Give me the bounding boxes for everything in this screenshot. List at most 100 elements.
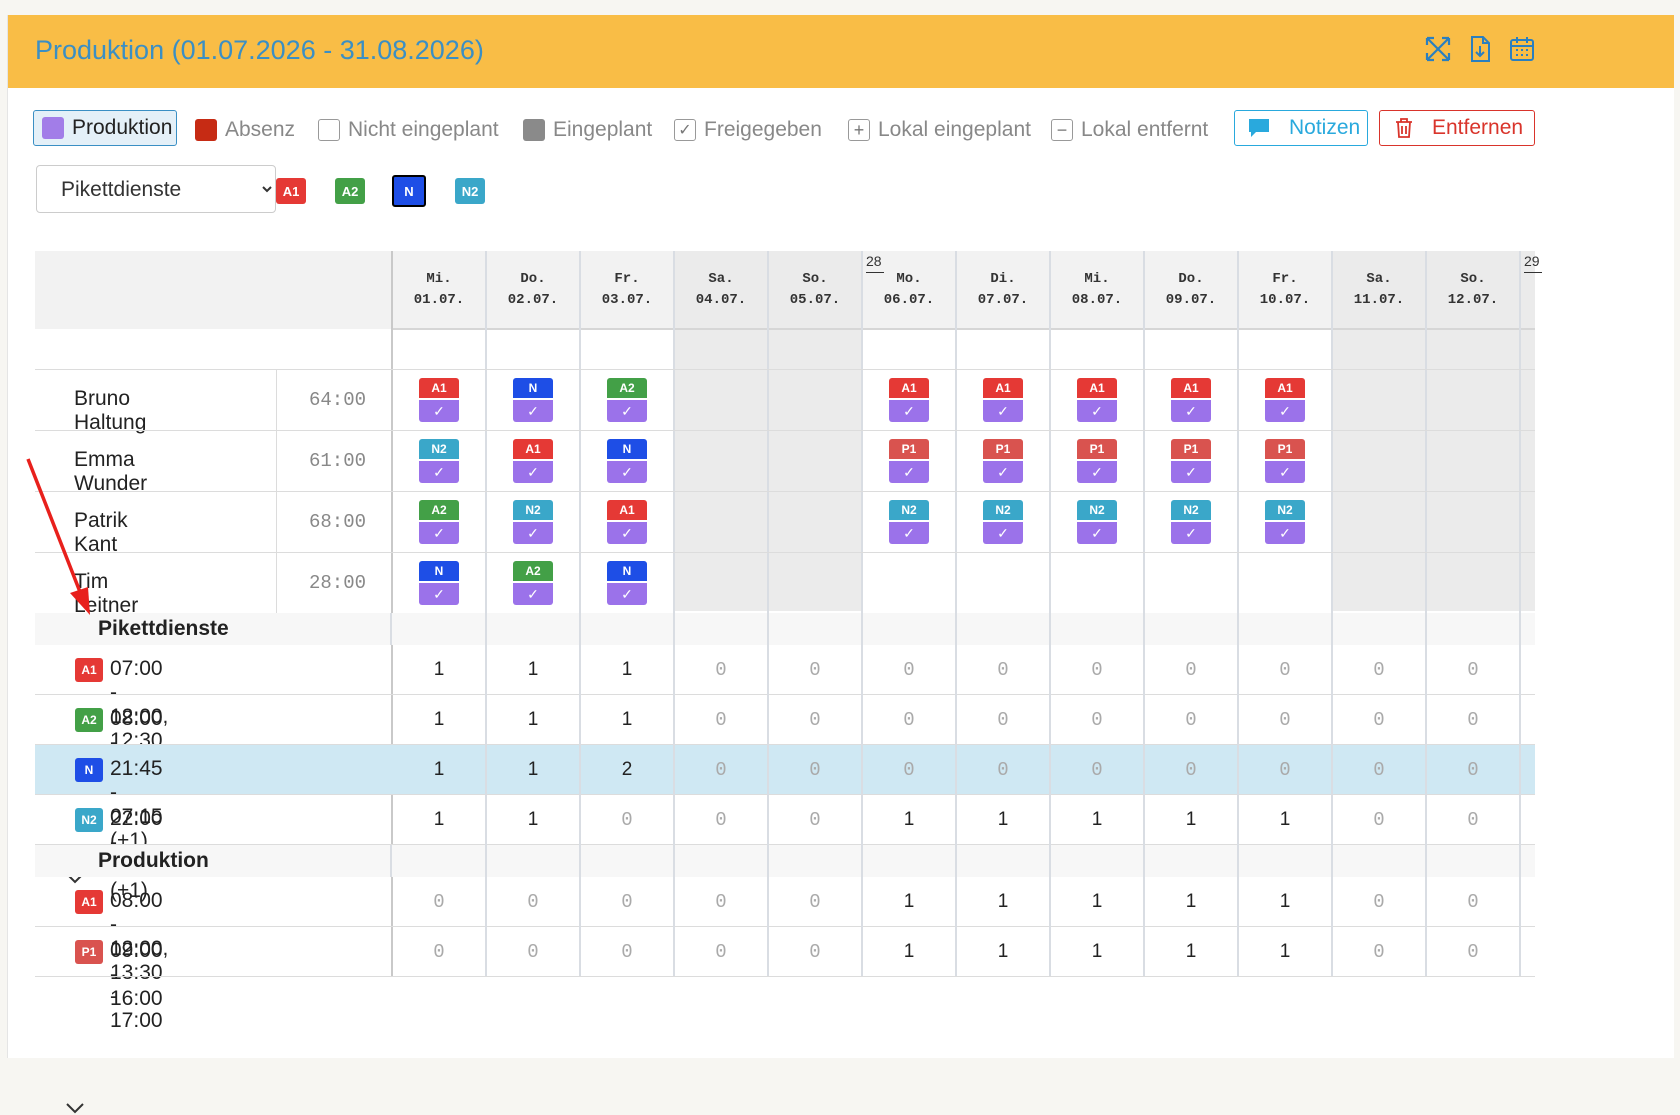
- shift-badge[interactable]: A2 ✓: [419, 500, 459, 544]
- shift-badge[interactable]: A1 ✓: [1077, 378, 1117, 422]
- shift-badge[interactable]: A2 ✓: [607, 378, 647, 422]
- shift-badge[interactable]: N ✓: [419, 561, 459, 605]
- chevron-down-icon[interactable]: [65, 1101, 85, 1115]
- count-cell: 0: [1373, 709, 1385, 731]
- shift-badge[interactable]: N2 ✓: [1077, 500, 1117, 544]
- name-divider: [276, 369, 277, 430]
- employee-name: Tim Leitner: [74, 570, 139, 617]
- shift-badge[interactable]: A1 ✓: [983, 378, 1023, 422]
- day-date: 12.07.: [1447, 292, 1499, 308]
- shift-tag: P1: [75, 940, 103, 964]
- notizen-button[interactable]: Notizen: [1234, 110, 1368, 146]
- entfernen-button[interactable]: Entfernen: [1379, 110, 1535, 146]
- shift-code: A1: [419, 378, 459, 398]
- row-divider: [35, 926, 1535, 927]
- day-subheader: [580, 329, 674, 369]
- shift-badge[interactable]: A1 ✓: [1265, 378, 1305, 422]
- day-header: Di. 07.07.: [956, 251, 1050, 329]
- day-of-week: Di.: [990, 271, 1016, 287]
- shift-group-select[interactable]: Pikettdienste: [36, 165, 276, 213]
- column-divider: [1049, 611, 1051, 976]
- day-subheader: [1238, 329, 1332, 369]
- day-subheader: [486, 329, 580, 369]
- count-cell: 0: [1467, 809, 1479, 831]
- count-cell: 0: [809, 759, 821, 781]
- check-icon: ✓: [983, 459, 1023, 483]
- count-cell: 0: [621, 941, 633, 963]
- count-cell: 1: [527, 709, 539, 730]
- legend-eingeplant[interactable]: Eingeplant: [523, 110, 652, 150]
- week-number: 28: [866, 253, 882, 269]
- shift-badge[interactable]: P1 ✓: [1265, 439, 1305, 483]
- day-date: 11.07.: [1353, 292, 1405, 308]
- day-of-week: Sa.: [708, 271, 734, 287]
- shift-code: A1: [983, 378, 1023, 398]
- check-icon: ✓: [1171, 459, 1211, 483]
- expand-icon[interactable]: [1424, 35, 1452, 63]
- shift-badge[interactable]: P1 ✓: [983, 439, 1023, 483]
- chip-n2[interactable]: N2: [455, 178, 485, 204]
- shift-badge[interactable]: N2 ✓: [513, 500, 553, 544]
- check-icon: ✓: [1171, 398, 1211, 422]
- shift-badge[interactable]: A1 ✓: [889, 378, 929, 422]
- shift-code: N: [419, 561, 459, 581]
- legend-nicht-eingeplant[interactable]: Nicht eingeplant: [318, 110, 499, 150]
- chip-n[interactable]: N: [392, 175, 426, 207]
- notizen-label: Notizen: [1289, 116, 1361, 139]
- count-cell: 0: [903, 659, 915, 681]
- count-cell: 0: [1467, 709, 1479, 731]
- column-divider: [579, 611, 581, 976]
- count-cell: 0: [1091, 659, 1103, 681]
- shift-badge[interactable]: A1 ✓: [1171, 378, 1211, 422]
- day-date: 09.07.: [1165, 292, 1217, 308]
- shift-badge[interactable]: N2 ✓: [419, 439, 459, 483]
- shift-badge[interactable]: N ✓: [607, 439, 647, 483]
- shift-code: A2: [513, 561, 553, 581]
- shift-badge[interactable]: P1 ✓: [1171, 439, 1211, 483]
- shift-badge[interactable]: N2 ✓: [889, 500, 929, 544]
- shift-badge[interactable]: A1 ✓: [513, 439, 553, 483]
- shift-badge[interactable]: N ✓: [607, 561, 647, 605]
- day-subheader: [1050, 329, 1144, 369]
- count-cell: 0: [527, 891, 539, 913]
- shift-tag: A1: [75, 658, 103, 682]
- day-date: 02.07.: [507, 292, 559, 308]
- download-icon[interactable]: [1466, 35, 1494, 63]
- row-divider: [35, 976, 1535, 977]
- legend-absenz[interactable]: Absenz: [195, 110, 295, 150]
- day-of-week: Do.: [520, 271, 546, 287]
- shift-badge[interactable]: N2 ✓: [1171, 500, 1211, 544]
- count-cell: 0: [809, 941, 821, 963]
- shift-code: P1: [889, 439, 929, 459]
- legend-freigegeben[interactable]: ✓ Freigegeben: [674, 110, 822, 150]
- day-header: Mi. 08.07.: [1050, 251, 1144, 329]
- legend-lokal-eingeplant[interactable]: + Lokal eingeplant: [848, 110, 1031, 150]
- shift-badge[interactable]: P1 ✓: [889, 439, 929, 483]
- count-cell: 0: [997, 709, 1009, 731]
- weekend-column: [1520, 251, 1535, 611]
- chip-a2[interactable]: A2: [335, 178, 365, 204]
- shift-badge[interactable]: A1 ✓: [419, 378, 459, 422]
- count-cell: 1: [433, 709, 445, 730]
- column-divider: [673, 611, 675, 976]
- employee-hours: 68:00: [308, 511, 366, 533]
- count-cell: 0: [1373, 659, 1385, 681]
- shift-badge[interactable]: N2 ✓: [1265, 500, 1305, 544]
- shift-code: P1: [1077, 439, 1117, 459]
- calendar-icon[interactable]: [1508, 35, 1536, 63]
- shift-badge[interactable]: A2 ✓: [513, 561, 553, 605]
- shift-badge[interactable]: N ✓: [513, 378, 553, 422]
- shift-badge[interactable]: P1 ✓: [1077, 439, 1117, 483]
- shift-code: N: [513, 378, 553, 398]
- weekend-column: [1426, 251, 1520, 611]
- shift-badge[interactable]: N2 ✓: [983, 500, 1023, 544]
- count-cell: 0: [1467, 891, 1479, 913]
- legend-lokal-entfernt[interactable]: − Lokal entfernt: [1051, 110, 1208, 150]
- legend-produktion[interactable]: Produktion: [33, 110, 177, 146]
- count-cell: 0: [809, 809, 821, 831]
- shift-badge[interactable]: A1 ✓: [607, 500, 647, 544]
- column-divider: [1237, 611, 1239, 976]
- chip-a1[interactable]: A1: [276, 178, 306, 204]
- count-cell: 0: [1279, 709, 1291, 731]
- day-header: Sa. 11.07.: [1332, 251, 1426, 329]
